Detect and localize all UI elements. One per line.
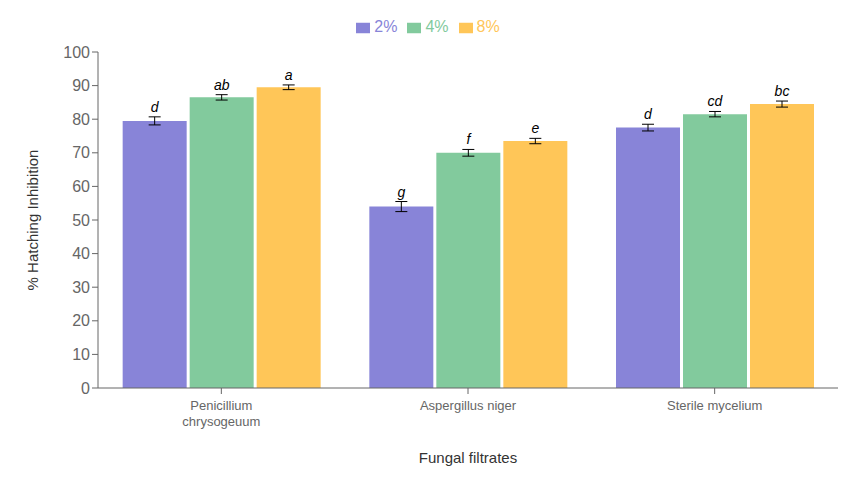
svg-text:0: 0 [81, 380, 90, 397]
svg-text:50: 50 [72, 212, 90, 229]
svg-text:Aspergillus niger: Aspergillus niger [420, 398, 517, 413]
svg-text:Fungal filtrates: Fungal filtrates [419, 449, 517, 466]
svg-text:20: 20 [72, 312, 90, 329]
svg-text:e: e [531, 120, 539, 136]
svg-text:Penicilliumchrysogeuum: Penicilliumchrysogeuum [182, 398, 260, 429]
html-text:4%: 4% [425, 18, 449, 35]
svg-text:cd: cd [708, 93, 724, 109]
svg-text:10: 10 [72, 346, 90, 363]
svg-text:30: 30 [72, 279, 90, 296]
svg-text:90: 90 [72, 77, 90, 94]
svg-text:60: 60 [72, 178, 90, 195]
svg-text:d: d [644, 106, 653, 122]
svg-text:70: 70 [72, 144, 90, 161]
svg-text:d: d [151, 99, 160, 115]
svg-text:bc: bc [775, 83, 790, 99]
svg-text:Sterile mycelium: Sterile mycelium [667, 398, 762, 413]
svg-text:ab: ab [214, 77, 230, 93]
svg-text:80: 80 [72, 111, 90, 128]
html-text:2%: 2% [374, 18, 398, 35]
svg-text:g: g [397, 184, 405, 200]
svg-text:% Hatching Inhibition: % Hatching Inhibition [24, 150, 41, 291]
html-text:8%: 8% [476, 18, 500, 35]
svg-text:100: 100 [63, 44, 90, 61]
svg-text:a: a [285, 67, 293, 83]
svg-text:40: 40 [72, 245, 90, 262]
svg-text:f: f [466, 131, 472, 147]
